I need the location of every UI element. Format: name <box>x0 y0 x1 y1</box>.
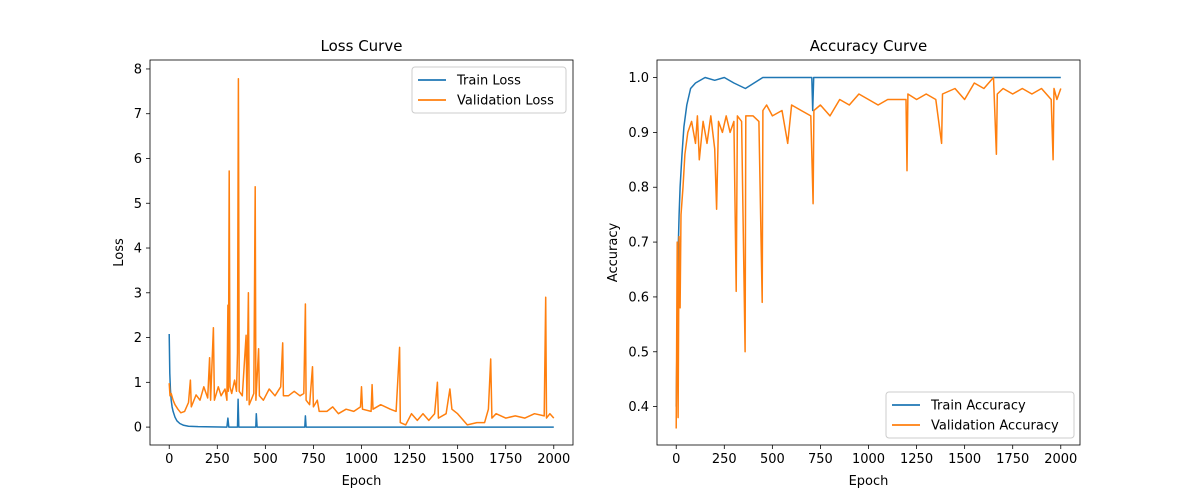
x-tick-label: 0 <box>165 452 173 467</box>
y-tick-label: 3 <box>134 286 142 301</box>
x-tick-label: 750 <box>808 452 833 467</box>
y-tick-label: 0.6 <box>628 290 649 305</box>
series-line-loss-1 <box>168 78 555 426</box>
series-line-accuracy-0 <box>675 76 1061 407</box>
x-tick-label: 2000 <box>1044 452 1077 467</box>
y-tick-label: 0.8 <box>628 181 649 196</box>
y-tick-label: 1.0 <box>628 71 649 86</box>
x-tick-label: 1750 <box>996 452 1029 467</box>
x-tick-label: 250 <box>712 452 737 467</box>
y-axis-label: Accuracy <box>606 223 621 283</box>
y-axis-label: Loss <box>112 238 127 267</box>
legend-box <box>885 391 1075 439</box>
x-tick-label: 1750 <box>489 452 522 467</box>
y-tick-label: 4 <box>134 242 142 257</box>
x-tick-label: 1000 <box>852 452 885 467</box>
x-tick-label: 250 <box>205 452 230 467</box>
x-tick-label: 1500 <box>441 452 474 467</box>
chart-title: Accuracy Curve <box>810 37 928 55</box>
y-tick-label: 2 <box>134 331 142 346</box>
legend-label: Train Accuracy <box>930 399 1026 414</box>
x-tick-label: 750 <box>301 452 326 467</box>
y-tick-label: 6 <box>134 152 142 167</box>
legend-box <box>411 66 567 114</box>
y-tick-label: 0.5 <box>628 345 649 360</box>
x-axis-label: Epoch <box>849 474 889 489</box>
y-tick-label: 8 <box>134 62 142 77</box>
x-tick-label: 500 <box>253 452 278 467</box>
series-line-accuracy-1 <box>675 76 1062 429</box>
y-tick-label: 1 <box>134 376 142 391</box>
series-line-loss-0 <box>168 333 554 428</box>
x-tick-label: 1500 <box>948 452 981 467</box>
y-tick-label: 0.9 <box>628 126 649 141</box>
y-tick-label: 7 <box>134 107 142 122</box>
legend-label: Validation Loss <box>457 94 554 109</box>
x-tick-label: 1000 <box>345 452 378 467</box>
y-tick-label: 0.4 <box>628 400 649 415</box>
y-tick-label: 5 <box>134 197 142 212</box>
x-tick-label: 500 <box>760 452 785 467</box>
legend-label: Train Loss <box>456 74 521 89</box>
y-tick-label: 0 <box>134 421 142 436</box>
y-tick-label: 0.7 <box>628 236 649 251</box>
x-tick-label: 0 <box>672 452 680 467</box>
legend-label: Validation Accuracy <box>931 419 1059 434</box>
plot-frame-1 <box>656 59 1081 446</box>
x-tick-label: 1250 <box>900 452 933 467</box>
x-tick-label: 2000 <box>537 452 570 467</box>
chart-title: Loss Curve <box>321 37 403 55</box>
x-tick-label: 1250 <box>393 452 426 467</box>
x-axis-label: Epoch <box>342 474 382 489</box>
